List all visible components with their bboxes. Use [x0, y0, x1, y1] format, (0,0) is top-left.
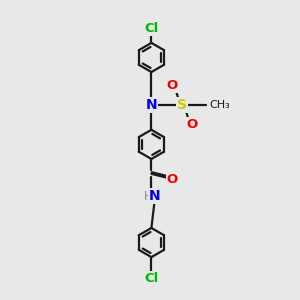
Text: O: O: [167, 173, 178, 186]
Text: Cl: Cl: [144, 22, 158, 34]
Text: O: O: [167, 79, 178, 92]
Text: N: N: [146, 98, 157, 112]
Text: N: N: [149, 189, 160, 203]
Text: Cl: Cl: [144, 272, 158, 286]
Text: O: O: [186, 118, 198, 131]
Text: CH₃: CH₃: [209, 100, 230, 110]
Text: H: H: [144, 190, 152, 203]
Text: S: S: [177, 98, 187, 112]
